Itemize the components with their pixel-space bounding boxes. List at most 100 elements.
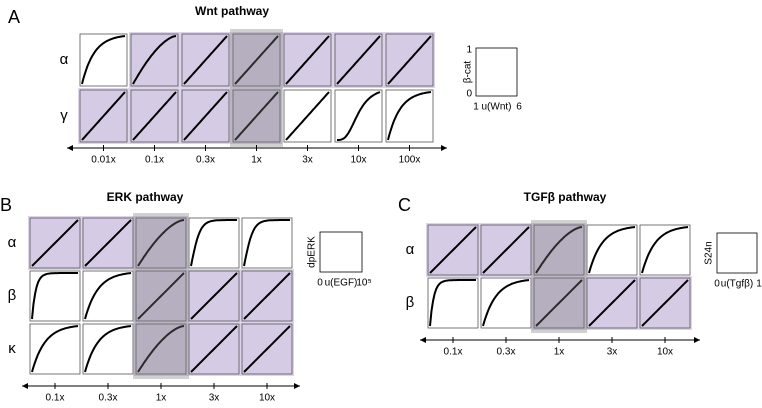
response-curve [243,219,290,267]
cell [334,89,383,143]
row-label: γ [60,107,68,124]
cell [130,33,179,87]
panel-letter: C [398,195,411,215]
response-curve [183,91,228,141]
row-label: α [60,51,69,68]
legend-xleft: 0 [714,279,720,290]
response-curve [641,226,689,274]
response-curve [190,325,238,373]
response-curve [535,279,583,327]
response-curve [535,226,583,274]
response-curve [482,279,530,327]
response-curve [234,91,279,141]
response-curve [183,35,228,85]
column-label: 10x [350,155,366,166]
legend-xright: 1 [756,279,762,290]
response-curve [81,91,126,141]
arrow-left [22,383,28,389]
column-label: 3x [607,347,618,358]
response-curve [285,35,330,85]
legend-ytop: 1 [466,45,472,56]
cell [586,224,638,276]
panel-title: ERK pathway [107,190,184,204]
legend-ylabel: S24n [704,241,715,264]
response-curve [190,219,237,267]
cell [82,270,134,322]
column-label: 0.3x [497,347,516,358]
row-label: β [8,287,17,304]
response-curve [137,272,185,320]
response-curve [81,35,126,85]
response-curve [137,219,185,267]
row-label: κ [8,340,16,357]
arrow-right [294,383,300,389]
response-curve [84,219,132,267]
response-curve [84,272,132,320]
column-label: 1x [554,347,565,358]
response-curve [387,91,432,141]
arrow-right [694,337,700,343]
response-curve [234,35,279,85]
cell [135,217,187,269]
response-curve [336,35,381,85]
reference-band [230,29,283,147]
panel-letter: A [8,7,20,27]
legend-xlabel: u(EGF) [325,278,358,289]
reference-band [531,220,587,333]
response-curve [641,279,689,327]
response-curve [588,279,636,327]
column-label: 0.1x [444,347,463,358]
response-curve [31,219,79,267]
column-label: 3x [209,393,220,404]
panel-title: Wnt pathway [195,4,269,18]
arrow-left [420,337,426,343]
column-label: 10x [259,393,275,404]
row-label: α [8,234,17,251]
reference-band [133,213,189,379]
legend-xright: 6 [516,102,522,113]
cell [29,270,81,322]
response-curve [387,35,432,85]
panel-letter: B [0,195,12,215]
column-label: 1x [251,155,262,166]
column-label: 100x [399,155,421,166]
row-label: α [406,241,415,258]
cell [29,323,81,375]
legend-ylabel: dpERK [307,236,318,268]
arrow-left [67,145,73,151]
column-label: 0.1x [46,393,65,404]
cell [427,277,479,329]
column-label: 0.3x [196,155,215,166]
cell [480,277,532,329]
response-curve [137,325,185,373]
legend-box [475,47,518,97]
row-label: β [406,294,415,311]
response-curve [588,226,636,274]
legend-xlabel: u(Tgfβ) [721,279,753,290]
legend-box [716,232,758,274]
column-label: 0.1x [145,155,164,166]
cell [385,89,434,143]
cell [135,323,187,375]
column-label: 0.3x [99,393,118,404]
cell [79,33,128,87]
column-label: 0.01x [91,155,115,166]
response-curve [132,35,177,85]
legend-ybottom: 0 [466,89,472,100]
response-curve [337,91,381,141]
column-label: 10x [657,347,673,358]
legend-xlabel: u(Wnt) [482,102,512,113]
response-curve [190,272,238,320]
legend-xleft: 0 [317,278,323,289]
cell [82,323,134,375]
legend-ylabel: β-cat [463,61,474,84]
arrow-right [441,145,447,151]
panel-title: TGFβ pathway [524,190,607,204]
response-curve [84,325,132,373]
column-label: 3x [302,155,313,166]
response-curve [31,325,79,373]
cell [639,224,691,276]
cell [241,217,293,269]
